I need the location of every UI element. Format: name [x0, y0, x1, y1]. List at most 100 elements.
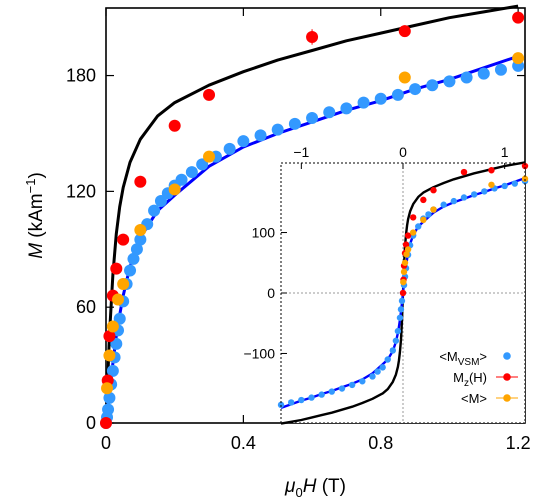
main-vsm-point — [340, 102, 353, 115]
inset-vsm-point — [394, 327, 402, 335]
inset-vsm-point — [369, 373, 376, 380]
inset-vsm-point — [460, 194, 468, 201]
main-vsm-point — [288, 117, 301, 130]
inset-series-layer — [277, 161, 529, 425]
inset-y-tick-label: −100 — [243, 345, 275, 361]
inset-mavg-point — [404, 246, 412, 253]
main-mz-point — [306, 30, 319, 43]
inset-vsm-point — [481, 188, 488, 195]
inset-vsm-point — [396, 314, 404, 321]
inset-x-tick-label: −1 — [293, 144, 309, 160]
inset-vsm-point — [328, 388, 336, 395]
y-tick-label: 120 — [66, 181, 96, 201]
inset-vsm-point — [398, 297, 406, 305]
main-vsm-point — [323, 106, 336, 119]
inset-mavg-point — [521, 175, 529, 182]
inset-vsm-point — [298, 396, 305, 404]
main-vsm-point — [127, 252, 140, 265]
main-mz-point — [398, 25, 411, 38]
inset-x-tick-label: 1 — [501, 144, 509, 160]
inset-vsm-point — [374, 368, 381, 375]
main-vsm-point — [130, 243, 143, 256]
main-vsm-point — [374, 92, 387, 105]
main-mz-point — [168, 119, 181, 132]
main-mavg-point — [106, 320, 119, 333]
main-vsm-point — [409, 83, 422, 96]
main-vsm-point — [357, 96, 370, 109]
inset-mavg-point — [401, 259, 409, 266]
inset-mavg-point — [488, 181, 495, 188]
main-vsm-point — [426, 79, 439, 92]
x-tick-label: 0.8 — [368, 433, 393, 453]
main-plot: 0 0.4 0.8 1.2 0 60 120 180 μ0H (T) M (kAm−1) — [23, 4, 531, 500]
main-vsm-point — [237, 135, 250, 148]
inset-mavg-point — [420, 216, 427, 224]
main-mavg-point — [117, 278, 130, 291]
inset-vsm-point — [384, 356, 391, 363]
inset-mz-point — [460, 168, 468, 176]
inset-vsm-point — [287, 399, 295, 406]
inset-vsm-point — [440, 201, 447, 208]
inset-mz-point — [409, 214, 417, 221]
main-vsm-point — [106, 364, 119, 377]
main-mz-point — [512, 11, 525, 24]
main-mavg-point — [112, 293, 125, 306]
inset-mz-point — [521, 162, 529, 170]
main-vsm-point — [477, 67, 490, 80]
inset-vsm-point — [348, 381, 356, 389]
main-mavg-point — [203, 150, 216, 163]
inset-mz-point — [420, 196, 427, 204]
inset-vsm-point — [392, 337, 400, 344]
inset-mz-point — [404, 232, 412, 239]
inset-mz-point — [430, 187, 437, 194]
legend-label: <MVSM> — [439, 349, 487, 368]
inset-vsm-point — [501, 182, 508, 190]
inset-x-tick-label: 0 — [399, 144, 407, 160]
inset-y-tick-label: 100 — [252, 225, 276, 241]
main-vsm-point — [271, 123, 284, 136]
main-mavg-point — [512, 52, 525, 65]
main-vsm-point — [102, 403, 115, 416]
x-tick-label: 0 — [101, 433, 111, 453]
main-vsm-point — [460, 71, 473, 84]
y-tick-label: 0 — [86, 413, 96, 433]
inset-mavg-point — [403, 251, 410, 258]
main-vsm-point — [196, 158, 209, 171]
main-vsm-point — [154, 195, 167, 208]
main-vsm-point — [443, 75, 456, 88]
main-mz-point — [100, 417, 112, 429]
inset-vsm-point — [415, 223, 422, 230]
main-vsm-point — [223, 142, 236, 155]
inset-vsm-point — [318, 391, 325, 398]
inset-vsm-point — [379, 364, 386, 371]
y-tick-label: 180 — [66, 66, 96, 86]
inset-mz-point — [399, 289, 407, 297]
x-axis-label: μ0H (T) — [284, 476, 346, 500]
main-mz-point — [110, 262, 123, 275]
inset-vsm-point — [397, 306, 405, 313]
inset-vsm-point — [425, 211, 432, 218]
main-series-layer — [100, 4, 525, 429]
inset-vsm-point — [359, 378, 366, 385]
main-mavg-point — [103, 349, 116, 362]
main-vsm-point — [124, 264, 137, 277]
x-tick-label: 0.4 — [231, 433, 256, 453]
y-tick-label: 60 — [76, 297, 96, 317]
inset-mavg-point — [430, 206, 437, 213]
main-vsm-point — [148, 204, 161, 217]
legend-marker — [503, 352, 511, 360]
legend-label: Mz(H) — [453, 370, 487, 389]
inset-y-tick-label: 0 — [267, 285, 275, 301]
main-mz-point — [117, 233, 130, 246]
inset-mavg-point — [409, 229, 417, 236]
legend-marker — [503, 373, 511, 381]
main-vsm-point — [391, 88, 404, 101]
main-mz-point — [134, 175, 147, 188]
main-vsm-point — [110, 337, 123, 350]
inset-axis-ticks: −1 0 1 −100 0 100 — [243, 144, 508, 361]
inset-mz-point — [488, 167, 495, 174]
main-vsm-point — [113, 312, 126, 325]
inset-vsm-point — [511, 180, 519, 187]
main-vsm-point — [306, 112, 319, 125]
